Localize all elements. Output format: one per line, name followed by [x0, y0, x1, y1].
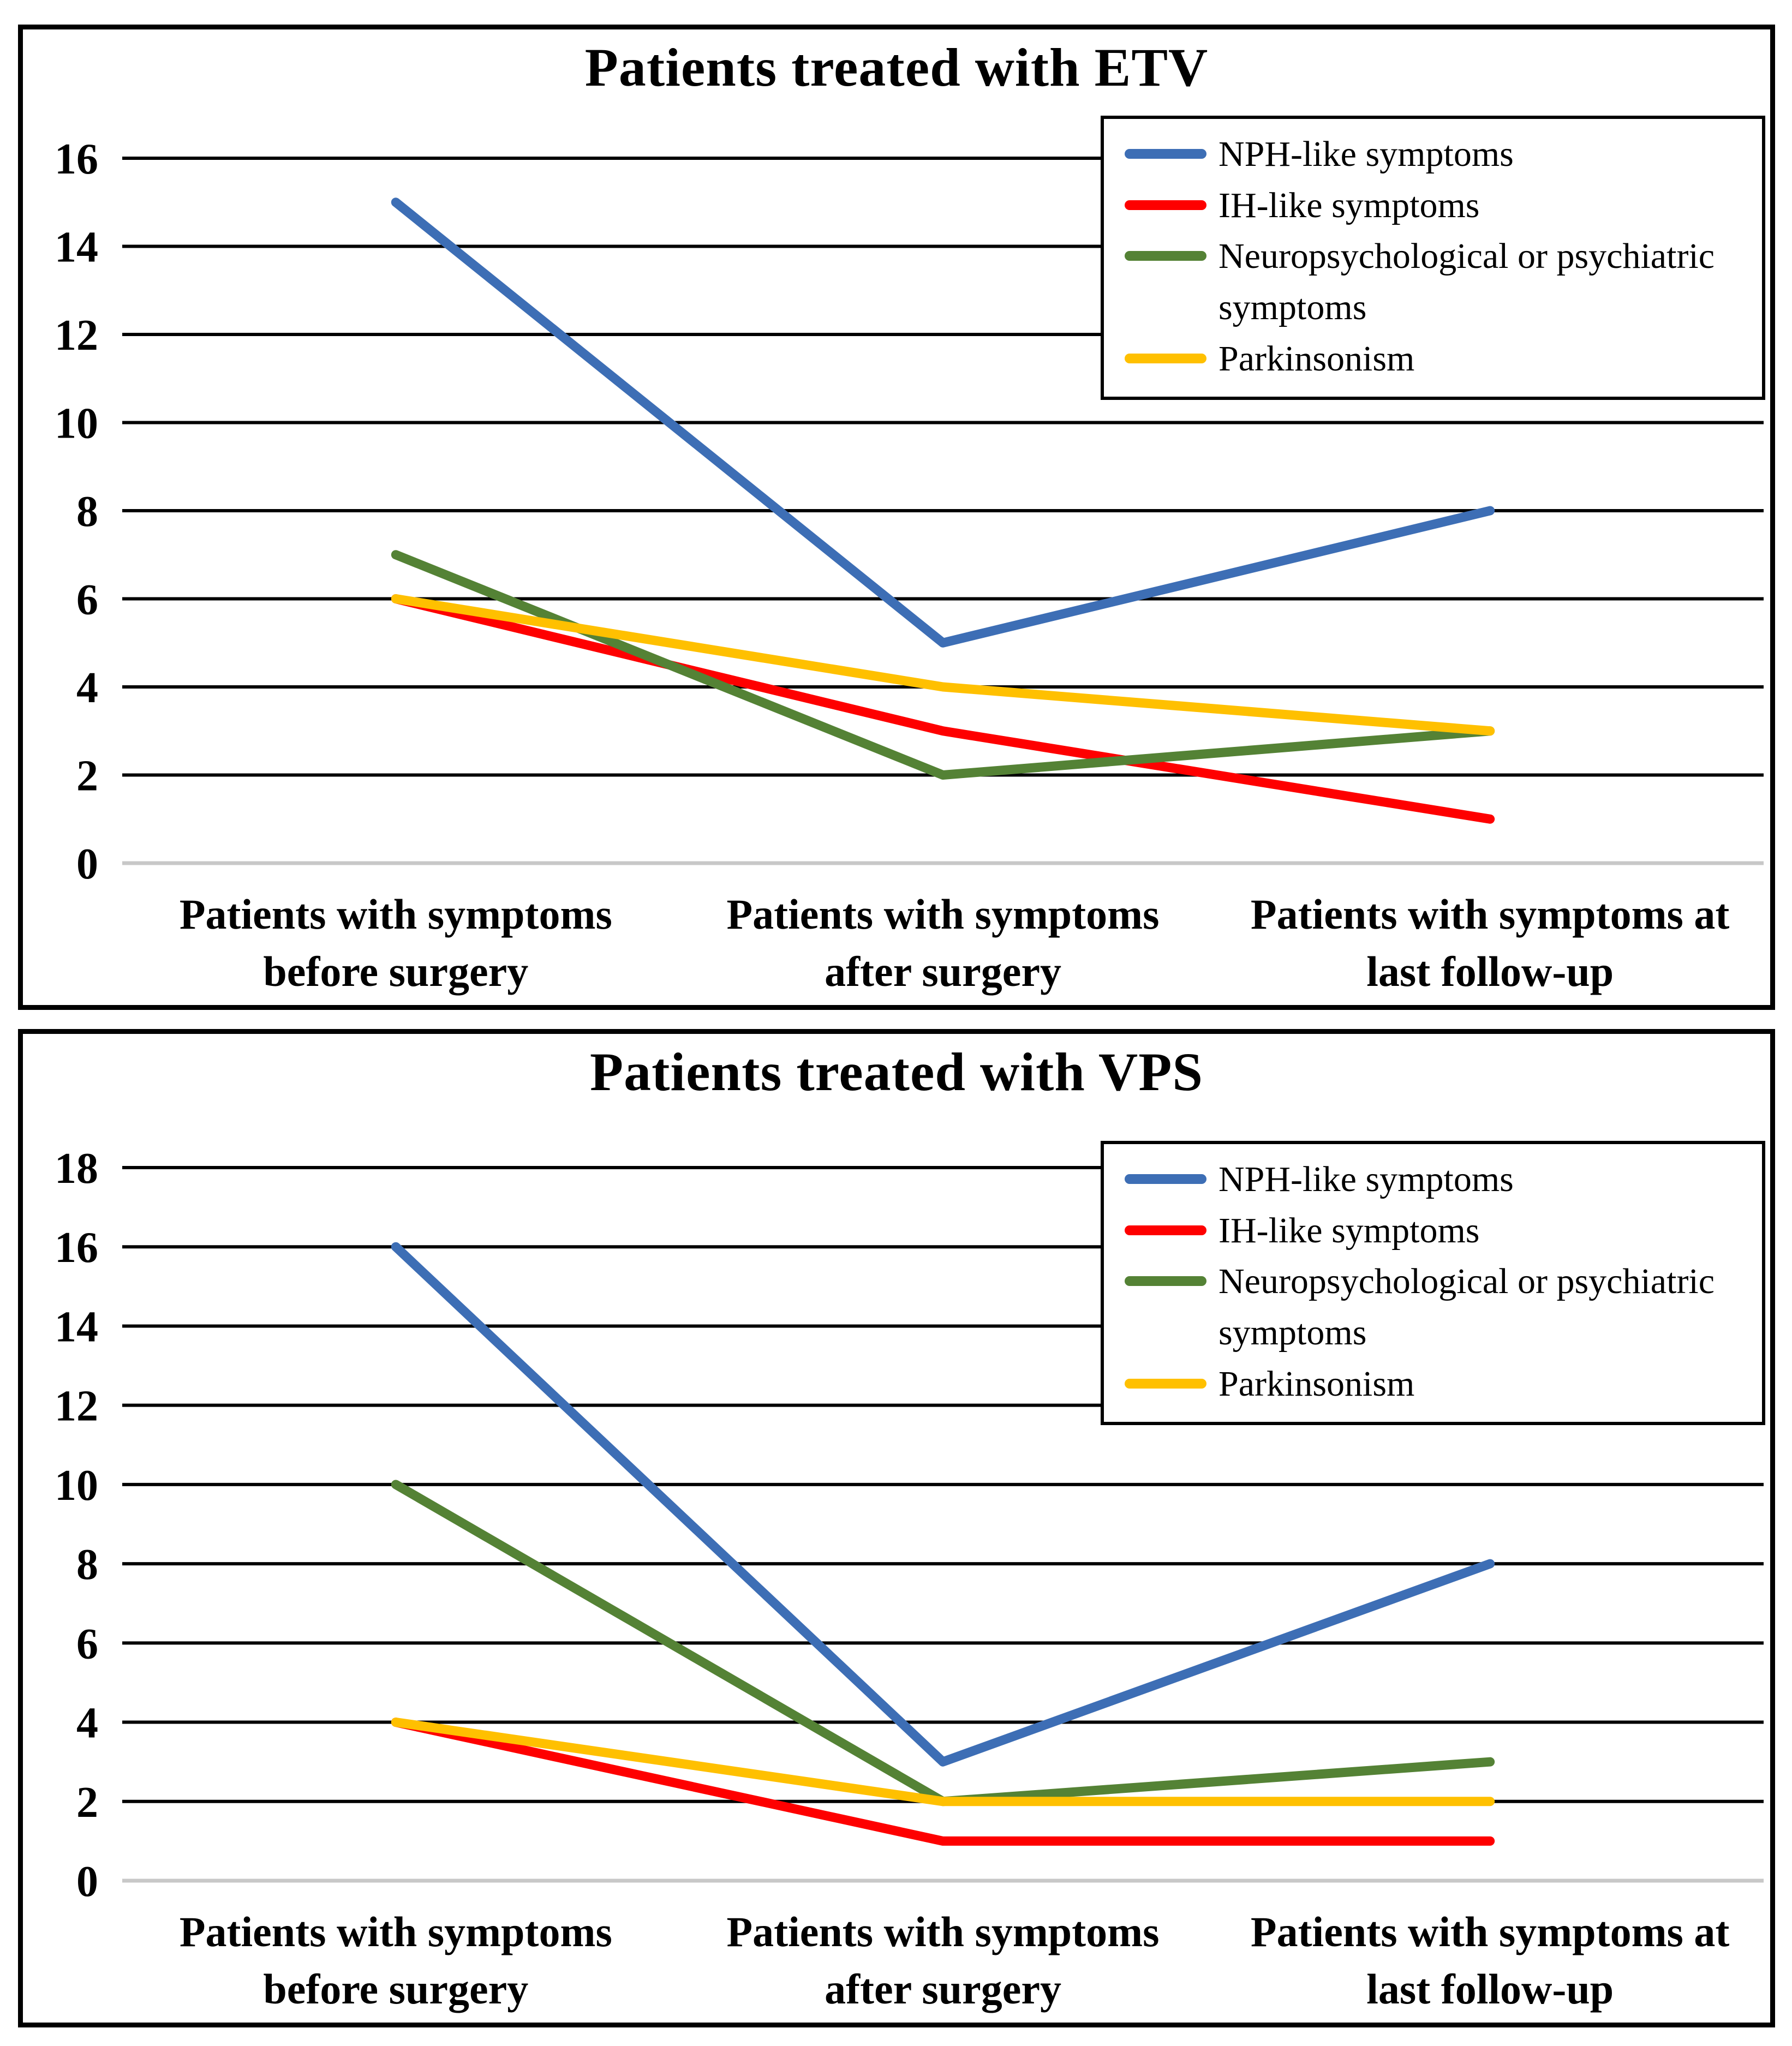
- legend-label: IH-like symptoms: [1218, 1210, 1480, 1251]
- etv-plot: 0 2 4 6 8 10 12 14 16 Patients with symptoms befor…: [55, 135, 1764, 995]
- legend-item: Parkinsonism: [1125, 1359, 1754, 1410]
- series-line-nph: [391, 1242, 1495, 1767]
- y-tick-label-4: 4: [76, 664, 98, 712]
- y-tick-label-16: 16: [55, 135, 98, 183]
- legend-swatch-nph-line-icon: [1125, 1174, 1206, 1184]
- legend-label: Neuropsychological or psychiatric sympto…: [1218, 236, 1715, 328]
- y-tick-label-4: 4: [76, 1700, 98, 1748]
- legend-swatch-park-line-icon: [1125, 1378, 1206, 1389]
- legend-label: NPH-like symptoms: [1218, 1159, 1514, 1199]
- y-tick-label-10: 10: [55, 400, 98, 448]
- legend-item: Neuropsychological or psychiatric sympto…: [1125, 1256, 1754, 1358]
- legend-label: Neuropsychological or psychiatric sympto…: [1218, 1261, 1715, 1353]
- etv-chart-title: Patients treated with ETV: [584, 37, 1209, 98]
- legend-swatch-ih-line-icon: [1125, 200, 1206, 210]
- legend-item: Parkinsonism: [1125, 333, 1754, 385]
- legend-item: NPH-like symptoms: [1125, 1154, 1754, 1205]
- etv-chart-panel: 0 2 4 6 8 10 12 14 16 Patients with symptoms befor…: [18, 25, 1775, 1010]
- legend-item: Neuropsychological or psychiatric sympto…: [1125, 231, 1754, 333]
- vps-legend: NPH-like symptoms IH-like symptoms Neurops…: [1101, 1141, 1765, 1425]
- legend-item: IH-like symptoms: [1125, 1205, 1754, 1257]
- y-tick-label-12: 12: [55, 312, 98, 360]
- y-tick-label-0: 0: [76, 1858, 98, 1906]
- legend-swatch-ih-line-icon: [1125, 1225, 1206, 1235]
- series-line-ih: [391, 1718, 1495, 1846]
- legend-item: NPH-like symptoms: [1125, 129, 1754, 180]
- x-category-label: Patients with symptoms after surgery: [727, 1908, 1160, 2013]
- y-tick-label-0: 0: [76, 840, 98, 888]
- y-tick-label-8: 8: [76, 1541, 98, 1589]
- legend-label: Parkinsonism: [1218, 1363, 1415, 1404]
- y-tick-label-2: 2: [76, 1779, 98, 1827]
- y-tick-label-14: 14: [55, 1303, 98, 1351]
- legend-swatch-neuro-line-icon: [1125, 251, 1206, 261]
- y-tick-label-14: 14: [55, 224, 98, 272]
- y-tick-label-10: 10: [55, 1462, 98, 1510]
- series-line-park: [391, 1718, 1495, 1806]
- vps-plot: 0 2 4 6 8 10 12 14 16 18 Patients with symptoms bef…: [55, 1145, 1764, 2013]
- y-tick-label-8: 8: [76, 488, 98, 536]
- y-tick-label-12: 12: [55, 1383, 98, 1431]
- vps-chart-title: Patients treated with VPS: [590, 1042, 1203, 1102]
- y-tick-label-6: 6: [76, 576, 98, 624]
- legend-swatch-nph-line-icon: [1125, 149, 1206, 159]
- legend-swatch-neuro-line-icon: [1125, 1276, 1206, 1287]
- y-tick-label-6: 6: [76, 1620, 98, 1668]
- legend-label: Parkinsonism: [1218, 338, 1415, 379]
- x-category-label: Patients with symptoms at last follow-up: [1251, 1908, 1729, 2013]
- y-tick-label-16: 16: [55, 1224, 98, 1272]
- series-line-ih: [391, 594, 1495, 824]
- x-category-label: Patients with symptoms before surgery: [180, 1908, 612, 2013]
- series-line-nph: [391, 198, 1495, 648]
- x-category-label: Patients with symptoms at last follow-up: [1251, 890, 1729, 995]
- legend-swatch-park-line-icon: [1125, 353, 1206, 363]
- vps-chart-panel: 0 2 4 6 8 10 12 14 16 18 Patients with symptoms bef…: [18, 1029, 1775, 2027]
- legend-label: IH-like symptoms: [1218, 185, 1480, 225]
- y-tick-label-2: 2: [76, 752, 98, 800]
- x-category-label: Patients with symptoms before surgery: [180, 890, 612, 995]
- etv-legend: NPH-like symptoms IH-like symptoms Neurops…: [1101, 116, 1765, 400]
- x-category-label: Patients with symptoms after surgery: [727, 890, 1160, 995]
- series-line-neuro: [391, 550, 1495, 780]
- y-tick-label-18: 18: [55, 1145, 98, 1193]
- series-line-park: [391, 594, 1495, 736]
- legend-item: IH-like symptoms: [1125, 180, 1754, 231]
- legend-label: NPH-like symptoms: [1218, 134, 1514, 174]
